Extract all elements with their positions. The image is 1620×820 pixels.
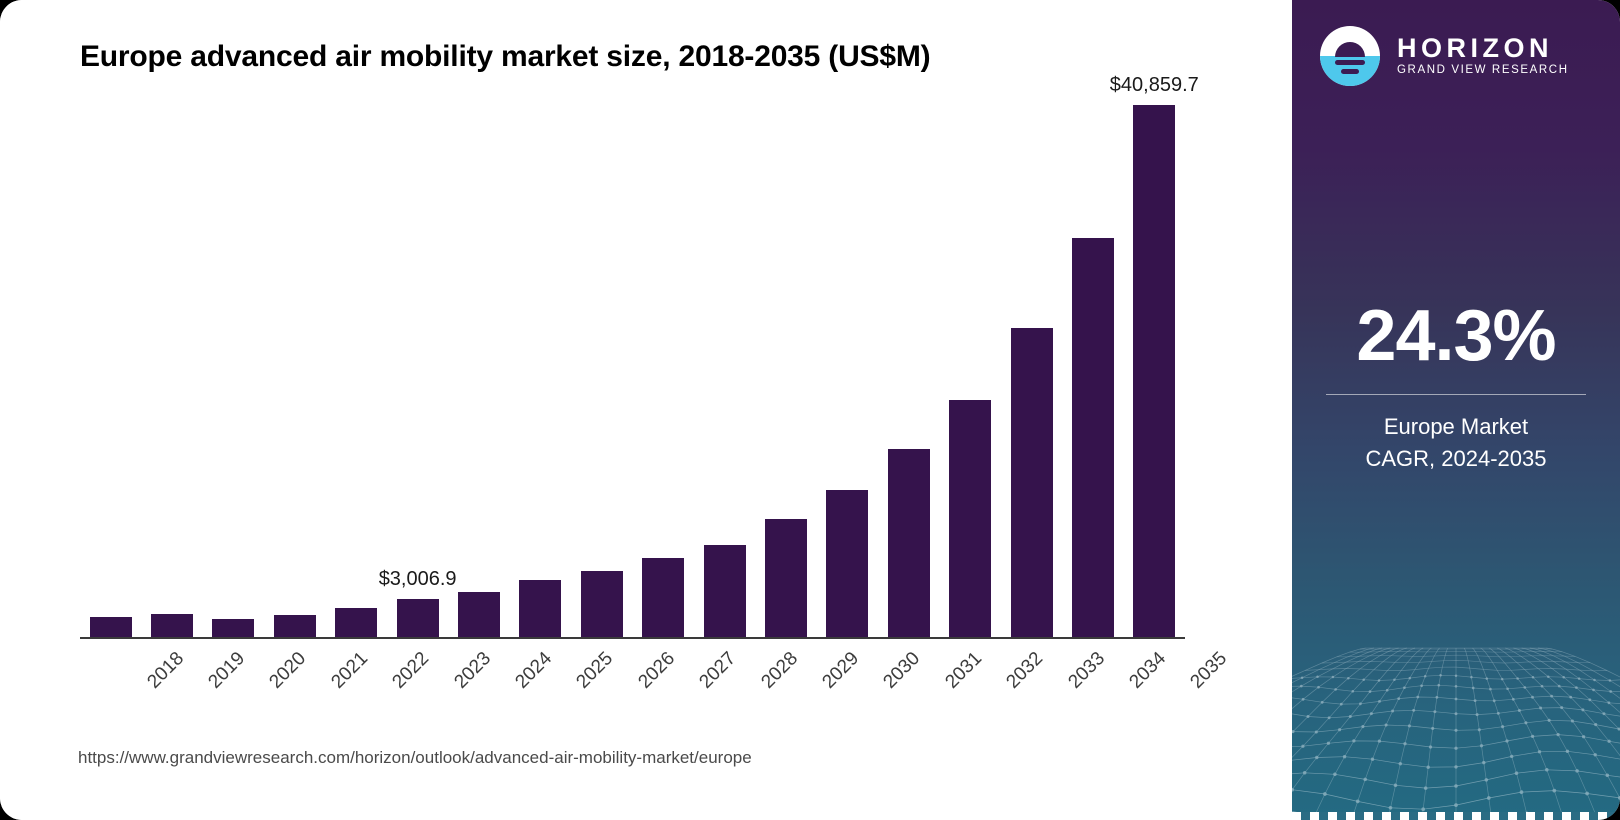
x-tick-2033: 2033: [1063, 648, 1109, 693]
horizon-sunset-circle-icon: [1320, 26, 1380, 86]
bottom-dashed-strip: [1292, 812, 1620, 820]
bar-value-label-2035: $40,859.7: [1109, 74, 1199, 96]
bar-2034: [1071, 238, 1114, 638]
x-tick-2019: 2019: [204, 648, 250, 693]
x-tick-2030: 2030: [879, 648, 925, 693]
x-tick-2020: 2020: [265, 648, 311, 693]
logo-bar-lower: [1341, 69, 1359, 75]
x-tick-2034: 2034: [1125, 648, 1171, 693]
bar-2029: [764, 519, 807, 638]
bar-2031: [887, 448, 930, 638]
x-tick-2025: 2025: [572, 648, 618, 693]
brand-tagline: GRAND VIEW RESEARCH: [1397, 64, 1569, 77]
bar-2033: [1010, 328, 1053, 638]
cagr-caption: Europe Market CAGR, 2024-2035: [1316, 411, 1596, 475]
wireframe-terrain-graphic: [1292, 647, 1620, 820]
cagr-value: 24.3%: [1356, 296, 1556, 376]
page-title: Europe advanced air mobility market size…: [80, 40, 931, 73]
x-tick-2021: 2021: [327, 648, 372, 693]
cagr-caption-line-2: CAGR, 2024-2035: [1365, 445, 1547, 471]
x-axis-line: [80, 637, 1185, 639]
logo-bar-upper: [1335, 60, 1365, 66]
bar-2018: [89, 617, 132, 638]
bar-2020: [212, 618, 255, 638]
brand-sidebar: HORIZON GRAND VIEW RESEARCH 24.3% Europe…: [1292, 0, 1620, 820]
x-tick-2029: 2029: [818, 648, 864, 693]
x-tick-2032: 2032: [1002, 648, 1048, 693]
x-tick-2024: 2024: [511, 648, 557, 693]
x-tick-2023: 2023: [450, 648, 495, 693]
x-tick-2018: 2018: [143, 648, 188, 693]
bar-2026: [580, 571, 623, 638]
x-tick-2022: 2022: [388, 648, 434, 693]
bar-2021: [273, 615, 316, 638]
x-tick-2027: 2027: [695, 648, 741, 693]
logo-sun-dome: [1335, 42, 1365, 58]
bar-2035: [1133, 105, 1176, 638]
brand-logo: HORIZON GRAND VIEW RESEARCH: [1320, 26, 1569, 86]
x-tick-2031: 2031: [941, 648, 986, 693]
x-tick-2026: 2026: [634, 648, 679, 693]
brand-wordmark: HORIZON GRAND VIEW RESEARCH: [1397, 35, 1569, 77]
plot-area: $3,006.9 $40,859.7: [80, 74, 1199, 638]
x-tick-2028: 2028: [756, 648, 802, 693]
bar-2023: [396, 598, 439, 638]
bar-2019: [151, 613, 194, 638]
bar-2032: [949, 400, 992, 638]
brand-name: HORIZON: [1397, 33, 1553, 64]
bar-2022: [335, 608, 378, 638]
x-tick-2035: 2035: [1186, 648, 1232, 693]
bar-2030: [826, 489, 869, 638]
source-url: https://www.grandviewresearch.com/horizo…: [78, 748, 752, 767]
bar-2025: [519, 579, 562, 638]
cagr-caption-line-1: Europe Market: [1383, 414, 1529, 439]
cagr-divider: [1326, 394, 1586, 395]
cagr-callout: 24.3% Europe Market CAGR, 2024-2035: [1292, 300, 1620, 475]
chart-panel: Europe advanced air mobility market size…: [78, 40, 1232, 767]
bar-2027: [642, 558, 685, 638]
bar-2024: [458, 591, 501, 638]
bar-value-label-2023: $3,006.9: [378, 567, 457, 590]
bar-2028: [703, 545, 746, 638]
x-axis-tick-labels: 2018 2019 2020 2021 2022 2023 2024 2025 2026 2027…: [80, 648, 1231, 738]
